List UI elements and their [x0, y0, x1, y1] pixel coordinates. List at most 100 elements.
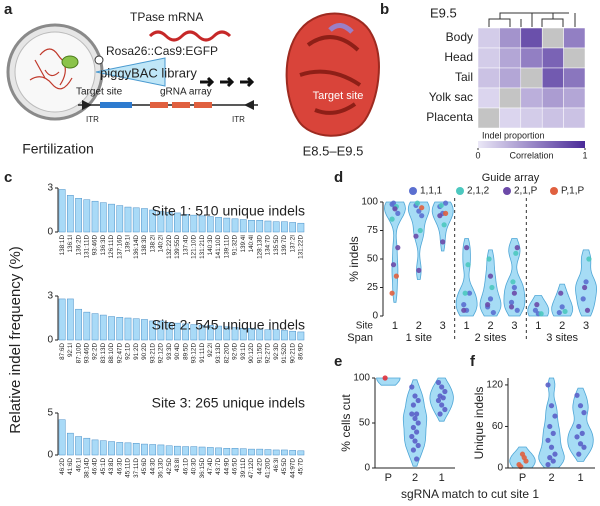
point — [440, 395, 446, 401]
heatmap-cell — [541, 27, 564, 49]
point — [581, 444, 587, 450]
bar — [182, 323, 189, 341]
violin — [407, 201, 430, 280]
x-tick-label: 92:12D — [158, 343, 165, 364]
point — [521, 455, 527, 461]
point — [416, 208, 422, 214]
point — [466, 290, 473, 296]
x-tick-label: P — [519, 472, 526, 484]
x-tick-label: 87:6D — [59, 343, 66, 360]
point — [437, 213, 443, 219]
panel-label: b — [380, 1, 389, 18]
legend-label: 2,1,2 — [467, 186, 490, 197]
bar — [75, 436, 82, 456]
x-tick-label: 93:46D — [83, 343, 90, 364]
bar — [165, 322, 173, 341]
y-tick-label: 0 — [47, 227, 53, 238]
bar — [75, 308, 82, 341]
group-axis-label: Span — [347, 332, 373, 344]
x-tick-label: 141:10D — [215, 235, 222, 259]
heatmap-cell — [477, 107, 500, 129]
x-tick-label: 45:1D — [100, 458, 107, 475]
x-tick-label: 1 — [535, 320, 541, 332]
itr — [82, 100, 92, 110]
point — [415, 442, 421, 449]
heatmap-cell — [563, 87, 586, 109]
bar — [66, 195, 74, 233]
x-tick-label: 93:1D — [240, 343, 247, 360]
point — [392, 206, 398, 212]
point — [442, 200, 449, 206]
heatmap-cell — [477, 67, 500, 89]
violin — [503, 238, 526, 317]
point — [558, 290, 564, 296]
x-axis-label: Site — [356, 321, 374, 332]
point — [395, 245, 401, 251]
bar — [157, 444, 165, 456]
bar — [182, 214, 189, 233]
x-tick-label: 92:3D — [273, 343, 280, 360]
x-tick-label: 43:7D — [215, 458, 222, 475]
point — [514, 307, 520, 313]
point — [410, 402, 416, 408]
y-tick-label: 0 — [372, 311, 378, 322]
y-axis-label: Unique indels — [472, 387, 486, 460]
x-tick-label: 92:27D — [265, 343, 272, 364]
x-tick-label: 46:4D — [92, 458, 99, 475]
x-tick-label: 91:15D — [256, 343, 263, 364]
x-tick-label: 92:47D — [116, 343, 123, 364]
point — [534, 302, 540, 308]
bar — [264, 220, 272, 233]
label: Target site — [313, 90, 364, 102]
x-tick-label: 136:1I — [67, 235, 74, 253]
bar — [206, 447, 214, 456]
chart-title: E9.5 — [430, 5, 457, 20]
point — [419, 205, 425, 211]
x-tick-label: 93:21D — [149, 343, 156, 364]
point — [465, 262, 471, 268]
point — [545, 461, 551, 468]
point — [441, 222, 447, 228]
y-axis-label: % cells cut — [339, 394, 353, 452]
bar — [281, 221, 288, 233]
x-tick-label: 46:5D — [232, 458, 239, 475]
heatmap-cell — [563, 47, 586, 69]
point — [393, 273, 399, 279]
heatmap-cell — [477, 47, 500, 69]
x-tick-label: 136:3D — [100, 235, 107, 256]
point — [439, 402, 445, 408]
x-tick-label: 90:2D — [141, 343, 148, 360]
x-tick-label: 2 — [416, 320, 422, 332]
x-tick-label: 46:3D — [116, 458, 123, 475]
colorbar-sublabel: Correlation — [509, 150, 553, 160]
x-tick-label: 43:8I — [174, 458, 181, 472]
point — [412, 415, 418, 422]
heatmap-cell — [499, 87, 522, 109]
bar — [149, 444, 157, 456]
bar — [190, 324, 198, 341]
violin — [402, 379, 428, 467]
heatmap-cell — [541, 87, 564, 109]
x-tick-label: 137:2I — [289, 235, 296, 253]
bar — [206, 325, 214, 341]
point — [395, 210, 401, 216]
point — [508, 304, 515, 310]
y-tick-label: 0 — [497, 463, 503, 474]
legend-title: Guide array — [482, 172, 540, 184]
x-tick-label: 131:11D — [83, 235, 90, 259]
bar — [231, 448, 239, 456]
y-tick-label: 50 — [359, 418, 371, 429]
row-label: Body — [446, 30, 473, 44]
legend-swatch — [409, 187, 417, 195]
heatmap-cell — [499, 47, 522, 69]
point — [416, 267, 422, 273]
bar — [99, 314, 107, 341]
point — [489, 284, 495, 291]
colorbar-tick-label: 1 — [582, 150, 587, 160]
bar — [91, 200, 99, 233]
bar — [289, 222, 297, 233]
colorbar — [478, 141, 585, 148]
bar — [99, 440, 107, 456]
cell — [61, 55, 79, 69]
